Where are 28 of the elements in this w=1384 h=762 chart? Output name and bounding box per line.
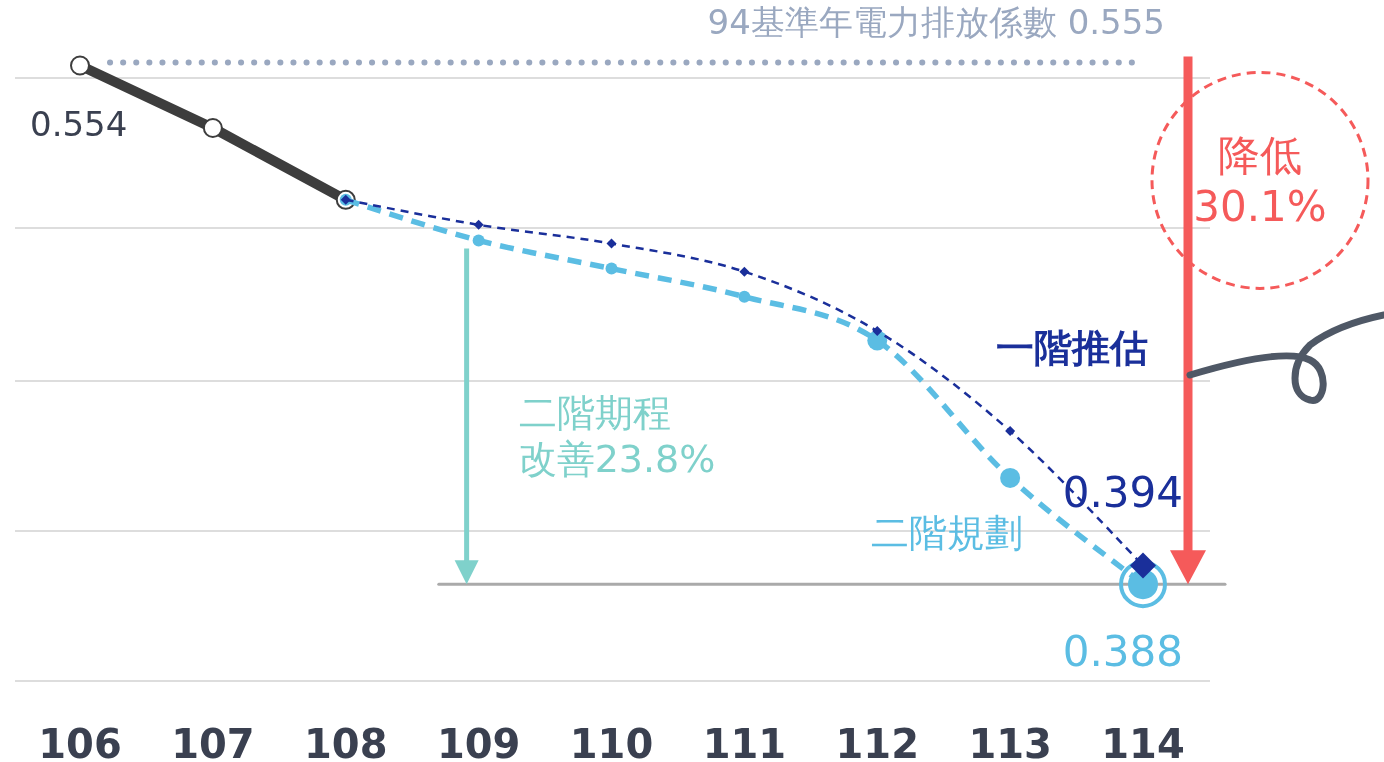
point	[872, 326, 883, 337]
x-tick-label: 106	[38, 721, 122, 762]
annotation: 降低30.1%	[1193, 131, 1327, 231]
series-label: 一階推估	[996, 326, 1148, 371]
annotation: 二階期程改善23.8%	[518, 391, 716, 481]
x-tick-label: 109	[436, 721, 521, 762]
x-tick-label: 113	[968, 721, 1052, 762]
point	[1005, 426, 1016, 437]
point	[738, 290, 751, 303]
point	[739, 266, 750, 277]
data-label: 0.394	[1062, 468, 1183, 518]
point	[606, 238, 617, 249]
point	[473, 219, 484, 230]
data-label: 0.554	[30, 103, 128, 144]
x-tick-label: 111	[702, 721, 787, 762]
ref-line-label: 94基準年電力排放係數 0.555	[707, 2, 1165, 43]
x-tick-label: 110	[569, 721, 654, 762]
annotation: 降低30.1%	[1150, 70, 1370, 290]
x-tick-label: 112	[835, 721, 919, 762]
point	[605, 262, 618, 275]
x-tick-label: 108	[304, 721, 388, 762]
point	[70, 55, 90, 76]
x-tick-label: 114	[1101, 721, 1185, 762]
point	[472, 234, 485, 247]
series-label: 二階規劃	[871, 511, 1023, 556]
data-label: 0.388	[1062, 627, 1183, 677]
point	[202, 117, 223, 138]
x-tick-label: 107	[171, 721, 255, 762]
